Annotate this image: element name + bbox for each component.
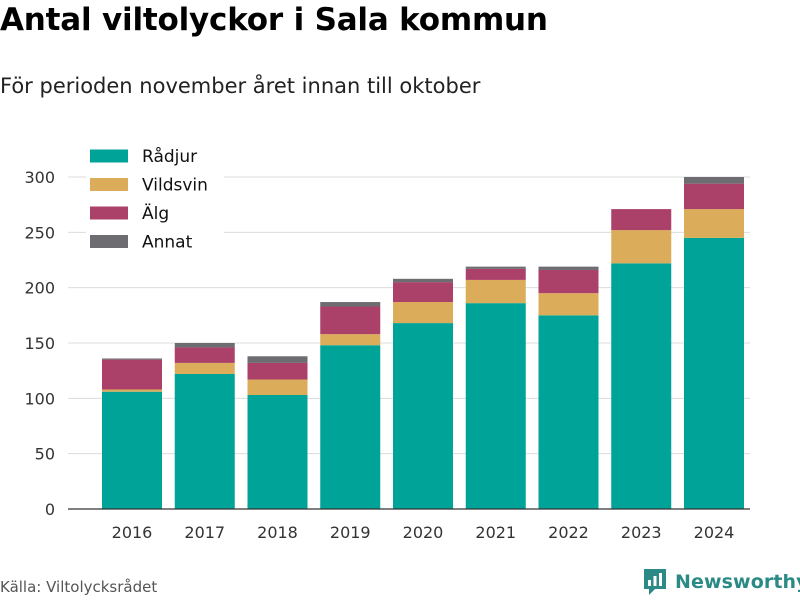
bar-segment-älg [320, 306, 381, 335]
legend-swatch-annat [90, 235, 128, 248]
legend-label: Annat [142, 233, 193, 253]
bar-segment-rådjur [393, 323, 453, 509]
y-tick-label: 0 [45, 500, 55, 519]
legend-swatch-vildsvin [90, 178, 128, 191]
bar-segment-rådjur [611, 263, 672, 509]
chart-subtitle: För perioden november året innan till ok… [0, 74, 481, 98]
x-tick-label: 2019 [330, 523, 371, 542]
brand-logo[interactable]: Newsworthy [643, 568, 800, 596]
bar-segment-rådjur [247, 395, 308, 509]
bar-segment-annat [465, 266, 526, 269]
legend-swatch-rådjur [90, 149, 128, 163]
bars [102, 177, 744, 509]
bar-segment-annat [102, 358, 162, 360]
x-tick-label: 2023 [621, 523, 662, 542]
bar-segment-rådjur [465, 303, 526, 509]
legend-label: Älg [142, 203, 169, 224]
bar-segment-vildsvin [684, 209, 744, 238]
bar-segment-annat [684, 177, 744, 184]
stacked-bar-chart: 0 50 100 150 200 250 300 2016 2017 2018 2019 2020 20… [24, 143, 750, 542]
bar-segment-älg [393, 282, 453, 303]
bar-segment-älg [684, 183, 744, 210]
y-tick-label: 100 [24, 389, 55, 408]
legend-label: Vildsvin [142, 176, 208, 196]
bar-segment-vildsvin [102, 389, 162, 392]
bar-segment-annat [247, 356, 308, 363]
x-tick-label: 2016 [112, 523, 153, 542]
y-tick-label: 150 [24, 334, 55, 353]
axes: 0 50 100 150 200 250 300 2016 2017 2018 2019 2020 20… [24, 168, 750, 542]
bar-segment-älg [611, 209, 672, 231]
chart-title: Antal viltolyckor i Sala kommun [0, 2, 548, 38]
bar-segment-annat [393, 278, 453, 283]
bar-segment-vildsvin [465, 279, 526, 304]
legend-swatch-älg [90, 206, 128, 220]
bar-segment-rådjur [174, 373, 235, 509]
x-tick-label: 2018 [257, 523, 298, 542]
y-tick-label: 250 [24, 223, 55, 242]
x-tick-label: 2021 [475, 523, 516, 542]
bar-segment-älg [174, 347, 235, 363]
y-tick-label: 50 [35, 445, 55, 464]
bar-segment-rådjur [684, 237, 744, 509]
x-tick-label: 2017 [184, 523, 225, 542]
source-note: Källa: Viltolycksrådet [0, 578, 158, 596]
x-tick-label: 2024 [694, 523, 735, 542]
y-tick-label: 300 [24, 168, 55, 187]
bar-segment-annat [538, 266, 599, 270]
legend: Rådjur Vildsvin Älg Annat [86, 143, 224, 256]
bar-segment-älg [247, 362, 308, 380]
bar-segment-vildsvin [174, 362, 235, 374]
bar-segment-vildsvin [247, 379, 308, 396]
bar-segment-älg [465, 268, 526, 280]
bar-segment-vildsvin [538, 293, 599, 316]
bar-segment-annat [174, 343, 235, 348]
bar-segment-älg [102, 359, 162, 390]
bar-segment-rådjur [102, 391, 162, 509]
bar-segment-rådjur [538, 315, 599, 509]
bar-segment-älg [538, 269, 599, 294]
legend-label: Rådjur [142, 146, 197, 167]
bar-chart-logo-icon [644, 569, 666, 595]
x-tick-label: 2022 [548, 523, 589, 542]
bar-segment-vildsvin [393, 302, 453, 324]
bar-segment-vildsvin [320, 334, 381, 346]
bar-segment-vildsvin [611, 230, 672, 264]
y-tick-label: 200 [24, 279, 55, 298]
x-tick-label: 2020 [403, 523, 444, 542]
brand-name: Newsworthy [675, 571, 800, 593]
bar-segment-annat [320, 302, 381, 307]
bar-segment-rådjur [320, 345, 381, 509]
